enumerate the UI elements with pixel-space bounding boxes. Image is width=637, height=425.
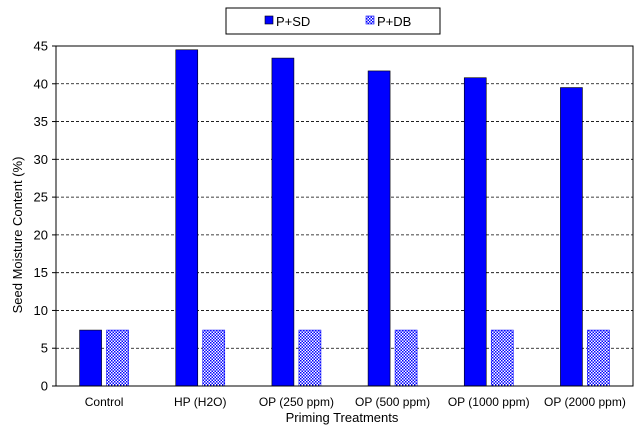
bar-psd-5 xyxy=(560,87,583,387)
bar-pdb-0 xyxy=(106,329,129,387)
y-tick-labels: 0 5 10 15 20 25 30 35 40 45 xyxy=(34,39,56,394)
x-tick-label-0: Control xyxy=(85,395,124,409)
y-tick-label-8: 40 xyxy=(34,76,48,91)
x-tick-label-3: OP (500 ppm) xyxy=(355,395,430,409)
y-tick-label-7: 35 xyxy=(34,114,48,129)
x-tick-labels: Control HP (H2O) OP (250 ppm) OP (500 ppm) O… xyxy=(85,395,626,409)
bars xyxy=(79,49,610,387)
legend-label-0: P+SD xyxy=(276,14,310,29)
bar-psd-3 xyxy=(367,70,391,387)
gridlines xyxy=(56,83,633,349)
legend-box xyxy=(225,7,441,35)
y-tick-label-6: 30 xyxy=(34,152,48,167)
y-tick-label-5: 25 xyxy=(34,190,48,205)
bar-psd-2 xyxy=(271,57,295,387)
bar-psd-4 xyxy=(463,77,487,387)
y-tick-label-9: 45 xyxy=(34,39,48,54)
bar-psd-1 xyxy=(175,49,199,387)
legend-label-1: P+DB xyxy=(377,14,411,29)
y-tick-label-3: 15 xyxy=(34,265,48,280)
x-tick-label-1: HP (H2O) xyxy=(174,395,226,409)
bar-psd-0 xyxy=(79,329,102,387)
plot-frame xyxy=(55,45,634,387)
y-tick-label-4: 20 xyxy=(34,227,48,242)
y-tick-label-2: 10 xyxy=(34,303,48,318)
bar-pdb-2 xyxy=(298,329,322,387)
y-tick-label-1: 5 xyxy=(41,341,48,356)
x-axis-label: Priming Treatments xyxy=(286,410,399,425)
y-axis-label: Seed Moisture Content (%) xyxy=(10,157,25,314)
y-tick-label-0: 0 xyxy=(41,379,48,394)
bar-pdb-4 xyxy=(490,329,514,387)
x-tick-label-4: OP (1000 ppm) xyxy=(448,395,530,409)
legend-swatch-0 xyxy=(264,15,274,25)
x-tick-label-5: OP (2000 ppm) xyxy=(544,395,626,409)
bar-pdb-5 xyxy=(587,329,610,387)
legend-swatch-1 xyxy=(365,15,375,25)
x-tick-label-2: OP (250 ppm) xyxy=(259,395,334,409)
legend: P+SD P+DB xyxy=(225,7,441,35)
bar-pdb-3 xyxy=(394,329,418,387)
bar-pdb-1 xyxy=(202,329,226,387)
